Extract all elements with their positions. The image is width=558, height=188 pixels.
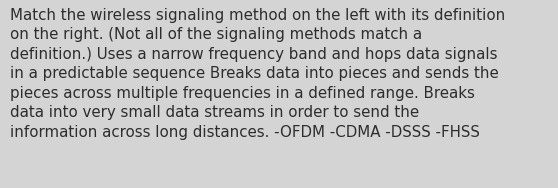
Text: Match the wireless signaling method on the left with its definition
on the right: Match the wireless signaling method on t…	[10, 8, 506, 140]
